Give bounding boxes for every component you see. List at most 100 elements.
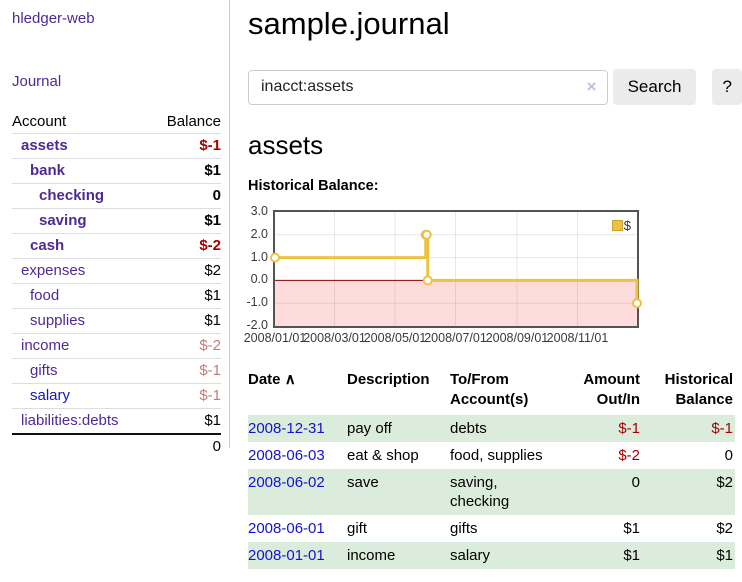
account-row: bank $1 <box>12 158 221 184</box>
register-table: Date ∧ Description To/From Account(s) Am… <box>248 368 735 569</box>
account-row: checking 0 <box>12 183 221 209</box>
account-balance: $2 <box>150 258 221 284</box>
account-balance: $1 <box>150 283 221 309</box>
account-link-food[interactable]: food <box>30 287 60 304</box>
account-link-saving[interactable]: saving <box>39 212 87 229</box>
account-heading: assets <box>248 130 324 160</box>
register-header-date[interactable]: Date ∧ <box>248 371 296 388</box>
account-row: food $1 <box>12 283 221 309</box>
transaction-balance: $2 <box>642 469 735 515</box>
clear-search-icon[interactable]: × <box>586 76 597 96</box>
y-axis-tick-label: 0.0 <box>250 272 268 287</box>
y-axis-tick-label: 1.0 <box>250 249 268 264</box>
transaction-accounts: debts <box>450 415 560 442</box>
transaction-accounts: salary <box>450 542 560 569</box>
transaction-description: income <box>347 542 450 569</box>
account-balance: $-2 <box>150 233 221 259</box>
legend-label: $ <box>623 218 631 233</box>
historical-balance-chart: $ 3.0 2.0 1.0 0.0 -1.0 -2.0 2008/01/01 2008/03… <box>244 204 742 345</box>
register-header-amount: Amount Out/In <box>583 371 640 408</box>
accounts-table: Account Balance assets $-1 bank $1 checkin… <box>12 110 221 459</box>
search-input[interactable] <box>248 69 608 105</box>
account-balance: $1 <box>150 158 221 184</box>
register-header-balance: Historical Balance <box>664 371 733 408</box>
x-axis-tick-label: 2008/07/01 <box>424 331 487 345</box>
register-row: 2008-06-03 eat & shop food, supplies $-2… <box>248 442 735 469</box>
register-row: 2008-06-02 save saving, checking 0 $2 <box>248 469 735 515</box>
account-balance: $1 <box>150 308 221 334</box>
transaction-description: gift <box>347 520 368 537</box>
transaction-balance: $2 <box>716 520 733 537</box>
account-link-checking[interactable]: checking <box>39 187 105 204</box>
account-row: gifts $-1 <box>12 358 221 384</box>
chart-plot-svg <box>270 212 642 326</box>
search-button[interactable]: Search <box>612 69 697 105</box>
account-link-gifts[interactable]: gifts <box>30 362 58 379</box>
account-link-income[interactable]: income <box>21 337 70 354</box>
account-row: income $-2 <box>12 333 221 359</box>
help-button[interactable]: ? <box>712 69 742 105</box>
account-link-supplies[interactable]: supplies <box>30 312 86 329</box>
register-row: 2008-01-01 income salary $1 $1 <box>248 542 735 569</box>
transaction-date-link[interactable]: 2008-06-02 <box>248 474 325 491</box>
y-axis-tick-label: -1.0 <box>246 295 268 310</box>
account-balance: $-2 <box>150 333 221 359</box>
transaction-description: save <box>347 469 450 515</box>
account-link-bank[interactable]: bank <box>30 162 66 179</box>
transaction-amount: $-1 <box>560 415 642 442</box>
main-content: sample.journal × Search ? assets Histori… <box>244 0 742 569</box>
accounts-total-value: 0 <box>150 433 221 459</box>
account-balance: $-1 <box>150 358 221 384</box>
sort-ascending-icon: ∧ <box>284 371 296 388</box>
transaction-amount: $1 <box>560 542 642 569</box>
transaction-description: pay off <box>347 415 450 442</box>
transaction-date-link[interactable]: 2008-01-01 <box>248 547 325 564</box>
transaction-accounts: saving, checking <box>450 469 560 515</box>
y-axis-tick-label: 2.0 <box>250 226 268 241</box>
account-row: expenses $2 <box>12 258 221 284</box>
search-form: × Search ? <box>248 69 742 105</box>
accounts-total-row: 0 <box>12 433 221 459</box>
account-link-salary[interactable]: salary <box>30 387 71 404</box>
account-link-liabilities-debts[interactable]: liabilities:debts <box>21 412 119 429</box>
account-balance: 0 <box>150 183 221 209</box>
legend-swatch-icon <box>611 220 623 231</box>
transaction-balance: $-1 <box>642 415 735 442</box>
x-axis-tick-label: 2008/05/01 <box>363 331 427 345</box>
historical-balance-label: Historical Balance: <box>248 178 379 194</box>
register-row: 2008-12-31 pay off debts $-1 $-1 <box>248 415 735 442</box>
sidebar: hledger-web Journal Account Balance asse… <box>0 0 230 459</box>
x-axis-tick-label: 2008/03/01 <box>303 331 366 345</box>
account-link-assets[interactable]: assets <box>21 137 68 154</box>
transaction-date-link[interactable]: 2008-06-03 <box>248 447 325 464</box>
transaction-accounts: food, supplies <box>450 447 543 464</box>
account-row: liabilities:debts $1 <box>12 408 221 435</box>
chart-legend: $ <box>611 218 631 233</box>
register-row: 2008-06-01 gift gifts $1 $2 <box>248 515 735 542</box>
account-balance: $1 <box>150 208 221 234</box>
transaction-amount: 0 <box>560 469 642 515</box>
account-link-expenses[interactable]: expenses <box>21 262 86 279</box>
account-balance: $-1 <box>150 133 221 159</box>
chart-plot-area: $ <box>270 210 642 328</box>
account-row: supplies $1 <box>12 308 221 334</box>
x-axis-tick-label: 2008/09/01 <box>485 331 549 345</box>
register-header-description: Description <box>347 371 430 388</box>
account-balance: $1 <box>150 408 221 435</box>
transaction-balance: $1 <box>642 542 735 569</box>
account-row: cash $-2 <box>12 233 221 259</box>
page-title: sample.journal <box>248 6 450 41</box>
app-brand-link[interactable]: hledger-web <box>12 10 95 27</box>
transaction-amount: $1 <box>623 520 640 537</box>
accounts-col-header-account: Account <box>12 110 151 134</box>
account-row: assets $-1 <box>12 133 221 159</box>
sidebar-item-journal[interactable]: Journal <box>12 73 62 90</box>
x-axis-tick-label: 2008/01/01 <box>243 331 307 345</box>
register-header-tofrom: To/From Account(s) <box>450 371 529 408</box>
transaction-date-link[interactable]: 2008-06-01 <box>248 520 325 537</box>
transaction-date-link[interactable]: 2008-12-31 <box>248 420 325 437</box>
account-link-cash[interactable]: cash <box>30 237 65 254</box>
account-balance: $-1 <box>150 383 221 409</box>
account-row: salary $-1 <box>12 383 221 409</box>
transaction-amount: $-2 <box>618 447 640 464</box>
